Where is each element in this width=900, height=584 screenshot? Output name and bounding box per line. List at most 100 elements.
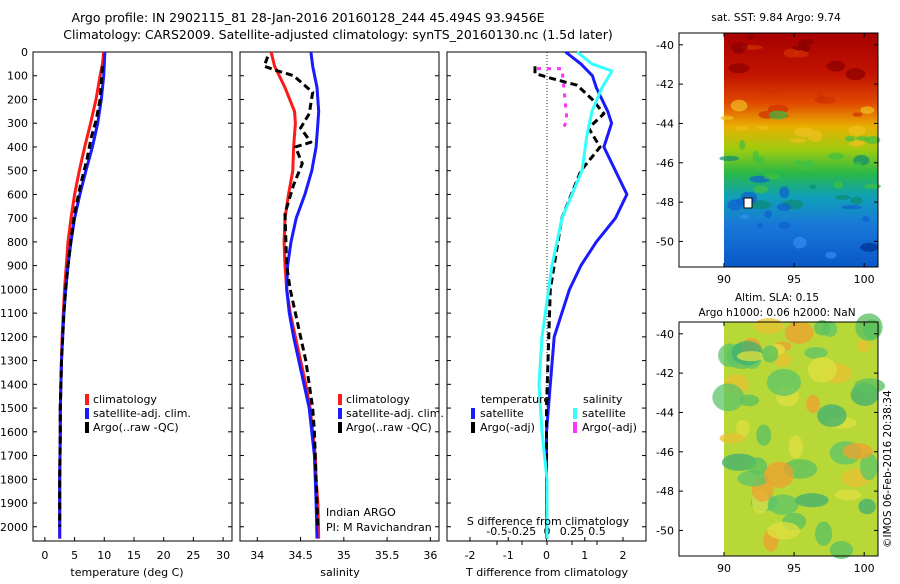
sla-texture-blob [858, 498, 876, 515]
sst-texture-blob [764, 88, 780, 95]
sst-texture-blob [750, 200, 771, 210]
sst-texture-blob [845, 68, 866, 81]
sst-texture-blob [735, 126, 748, 131]
sst-texture-blob [790, 138, 807, 143]
sst-texture-blob [776, 203, 791, 211]
temperature-panel: 0100200300400500600700800900100011001200… [0, 46, 233, 579]
s-difference-axis: -0.5 -0.25 0 0.25 0.5 [486, 525, 606, 545]
depth-tick-label: 1300 [0, 355, 28, 368]
difference-series [533, 50, 629, 539]
depth-tick-label: 0 [21, 46, 28, 59]
sst-texture-blob [825, 251, 837, 259]
depth-tick-label: 100 [7, 70, 28, 83]
sst-map-frame [678, 32, 879, 268]
sst-texture-blob [764, 210, 772, 219]
t-difference-xlabel: T difference from climatology [465, 566, 628, 579]
legend-label-argo: Argo(..raw -QC) [346, 421, 432, 434]
sla-texture-blob [788, 435, 804, 459]
sst-texture-blob [793, 236, 807, 249]
sst-map-lat-axis: -40 -42 -44 -46 -48 -50 [656, 39, 878, 248]
depth-tick-label: 1400 [0, 378, 28, 391]
legend-swatch-climatology [85, 394, 89, 405]
sla-texture-blob [817, 404, 847, 427]
lat-tick-label: -46 [656, 157, 674, 170]
sst-texture-blob [862, 216, 870, 222]
sst-map-texture [719, 32, 882, 259]
sst-texture-blob [809, 184, 817, 189]
salinity-legend: climatology satellite-adj. clim. Argo(..… [338, 393, 444, 434]
depth-tick-label: 1800 [0, 473, 28, 486]
sst-texture-blob [856, 136, 870, 141]
lat-tick-label: -44 [656, 406, 674, 419]
sla-texture-blob [842, 443, 873, 460]
depth-tick-label: 300 [7, 117, 28, 130]
sst-texture-blob [801, 44, 811, 52]
legend-swatch-s-argo [573, 422, 577, 433]
sla-texture-blob [854, 378, 886, 394]
x-tick-label: 34 [250, 549, 264, 562]
x-tick-label: 0.25 [560, 525, 585, 538]
legend-label-climatology: climatology [346, 393, 410, 406]
x-tick-label: 30 [216, 549, 230, 562]
x-tick-label: 0 [543, 549, 550, 562]
sla-texture-blob [736, 419, 750, 438]
legend-swatch-satellite [85, 408, 89, 419]
sla-texture-blob [766, 368, 801, 396]
sst-texture-blob [779, 186, 790, 199]
x-tick-label: 2 [620, 549, 627, 562]
series-line-salinity-argo-adj- [537, 67, 569, 131]
sla-texture-blob [739, 394, 760, 407]
sst-texture-blob [730, 42, 748, 52]
legend-label-satellite: satellite-adj. clim. [93, 407, 191, 420]
sst-texture-blob [756, 223, 764, 228]
sst-texture-blob [746, 32, 755, 40]
sst-texture-blob [841, 205, 862, 210]
sst-texture-blob [826, 60, 846, 72]
salinity-panel-frame [239, 51, 440, 542]
series-line-salinity-satellite [537, 50, 614, 539]
sst-texture-blob [850, 196, 863, 205]
depth-tick-label: 700 [7, 212, 28, 225]
lon-tick-label: 100 [854, 273, 875, 286]
sst-texture-blob [720, 115, 734, 121]
legend-swatch-satellite [338, 408, 342, 419]
legend-swatch-t-argo [471, 422, 475, 433]
series-line-argo-raw-qc- [58, 66, 104, 527]
sla-texture-blob [712, 383, 745, 412]
legend-label-satellite: satellite-adj. clim. [346, 407, 444, 420]
legend-label-s-satellite: satellite [582, 407, 626, 420]
depth-tick-label: 1100 [0, 307, 28, 320]
sst-texture-blob [793, 160, 804, 168]
credit-line-1: Indian ARGO [326, 506, 396, 519]
credit-line-2: PI: M Ravichandran [326, 521, 432, 534]
lat-tick-label: -50 [656, 524, 674, 537]
depth-tick-label: 900 [7, 260, 28, 273]
sst-texture-blob [835, 194, 851, 200]
sla-texture-blob [856, 339, 871, 353]
sst-texture-blob [848, 125, 866, 136]
salinity-depth-ticks [240, 51, 439, 528]
sst-texture-blob [752, 150, 759, 163]
sst-texture-blob [739, 139, 746, 151]
sst-texture-blob [864, 183, 882, 189]
title-line-2: Climatology: CARS2009. Satellite-adjuste… [63, 27, 613, 42]
depth-tick-label: 1700 [0, 450, 28, 463]
sla-texture-blob [756, 424, 772, 446]
series-line-satellite-adj-clim- [285, 51, 321, 539]
salinity-xlabel: salinity [320, 566, 360, 579]
lat-tick-label: -48 [656, 196, 674, 209]
lat-tick-label: -50 [656, 235, 674, 248]
sst-texture-blob [844, 135, 856, 142]
sla-map-frame [678, 321, 879, 557]
sla-texture-blob [807, 357, 837, 383]
lon-tick-label: 90 [717, 562, 731, 575]
temperature-legend: climatology satellite-adj. clim. Argo(..… [85, 393, 191, 434]
depth-tick-label: 600 [7, 188, 28, 201]
x-tick-label: 15 [127, 549, 141, 562]
x-tick-label: -2 [464, 549, 475, 562]
legend-label-t-argo: Argo(-adj) [480, 421, 535, 434]
sst-texture-blob [757, 125, 769, 130]
lat-tick-label: -48 [656, 485, 674, 498]
sst-texture-blob [833, 181, 844, 189]
sst-texture-blob [739, 214, 750, 219]
